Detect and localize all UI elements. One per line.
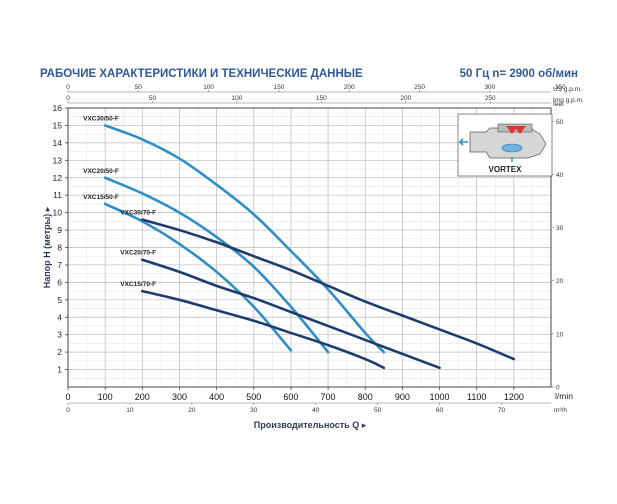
series-line-vxc15-50-f [103,202,293,352]
feet-tick-label: 50 [556,119,564,126]
series-label-vxc30-70-f: VXC30/70-F [120,210,156,217]
x-tick-label: 100 [98,392,113,402]
x-tick-label: 900 [395,392,410,402]
m3h-tick-label: 50 [374,407,382,414]
imp-gpm-unit: Imp g.p.m. [553,97,584,104]
y-tick-label: 15 [53,120,63,130]
y-tick-label: 11 [53,190,62,200]
series-lines [103,124,516,370]
us-gpm-tick-label: 100 [203,84,214,91]
y-tick-label: 16 [53,103,63,113]
x-tick-label: 1000 [430,392,450,402]
us-gpm-tick-label: 150 [274,84,285,91]
y-tick-label: 8 [57,243,62,253]
x-unit-label: l/min [555,391,573,401]
imp-gpm-tick-label: 150 [316,95,327,102]
us-gpm-unit: US g.p.m. [553,86,582,93]
feet-tick-label: 10 [556,331,564,338]
x-tick-label: 1200 [504,392,524,402]
x-tick-label: 700 [321,392,336,402]
y-tick-label: 6 [57,277,62,287]
x-axis-title: Производительность Q ▸ [254,420,367,430]
us-gpm-tick-label: 0 [66,84,70,91]
outlet-arrow-icon [458,138,468,146]
m3h-tick-label: 30 [250,407,258,414]
imp-gpm-tick-label: 50 [149,95,157,102]
x-tick-label: 1100 [467,392,486,402]
series-line-vxc30-70-f [141,218,516,361]
m3h-tick-label: 40 [312,407,320,414]
m3h-unit: m³/h [554,407,567,414]
series-label-vxc20-70-f: VXC20/70-F [120,250,156,257]
chart-title: РАБОЧИЕ ХАРАКТЕРИСТИКИ И ТЕХНИЧЕСКИЕ ДАН… [40,68,363,80]
series-line-vxc30-50-f [103,124,386,354]
impeller-icon [506,126,518,134]
us-gpm-tick-label: 300 [484,84,495,91]
m3h-tick-label: 70 [498,407,506,414]
x-tick-label: 600 [283,392,298,402]
x-tick-label: 300 [172,392,187,402]
series-label-vxc15-50-f: VXC15/50-F [83,194,119,201]
y-tick-label: 1 [57,365,62,375]
imp-gpm-tick-label: 200 [400,95,411,102]
x-tick-label: 400 [209,392,224,402]
feet-unit: feet [553,101,564,108]
series-label-vxc15-70-f: VXC15/70-F [120,281,156,288]
y-tick-label: 2 [57,347,62,357]
imp-gpm-tick-label: 100 [231,95,242,102]
x-tick-label: 200 [135,392,150,402]
y-tick-label: 4 [57,312,62,322]
series-line-vxc20-70-f [141,258,441,370]
series-label-vxc20-50-f: VXC20/50-F [83,168,119,175]
y-tick-label: 7 [57,260,62,270]
frequency-speed-label: 50 Гц n= 2900 об/мин [460,68,578,80]
pump-housing-icon [469,127,547,159]
y-tick-label: 9 [57,225,62,235]
m3h-tick-label: 60 [436,407,444,414]
series-label-vxc30-50-f: VXC30/50-F [83,115,119,122]
vortex-label: VORTEX [489,165,523,174]
x-tick-label: 500 [246,392,261,402]
imp-gpm-tick-label: 250 [485,95,496,102]
y-tick-label: 13 [53,155,63,165]
y-axis-title: Напор H (метры) ▸ [42,206,52,288]
x-tick-label: 0 [65,392,70,402]
vortex-pump-inset: VORTEX [457,113,553,177]
imp-gpm-tick-label: 0 [66,95,70,102]
feet-tick-label: 30 [556,225,564,232]
feet-tick-label: 0 [556,385,560,392]
m3h-tick-label: 0 [66,407,70,414]
x-tick-label: 800 [358,392,373,402]
us-gpm-tick-label: 200 [344,84,355,91]
m3h-tick-label: 20 [188,407,196,414]
y-tick-label: 12 [53,173,63,183]
m3h-tick-label: 10 [126,407,134,414]
y-tick-label: 10 [53,208,63,218]
series-line-vxc20-50-f [103,176,330,354]
series-labels: VXC30/50-F VXC20/50-F VXC15/50-F VXC30/70-F… [83,115,156,288]
y-tick-label: 3 [57,330,62,340]
vortex-flow-icon [501,143,523,153]
y-tick-label: 5 [57,295,62,305]
us-gpm-tick-label: 350 [555,84,566,91]
feet-tick-label: 20 [556,278,564,285]
feet-tick-label: 40 [556,172,564,179]
series-line-vxc15-70-f [141,289,386,370]
y-tick-label: 14 [53,138,63,148]
us-gpm-tick-label: 50 [135,84,143,91]
us-gpm-tick-label: 250 [414,84,425,91]
